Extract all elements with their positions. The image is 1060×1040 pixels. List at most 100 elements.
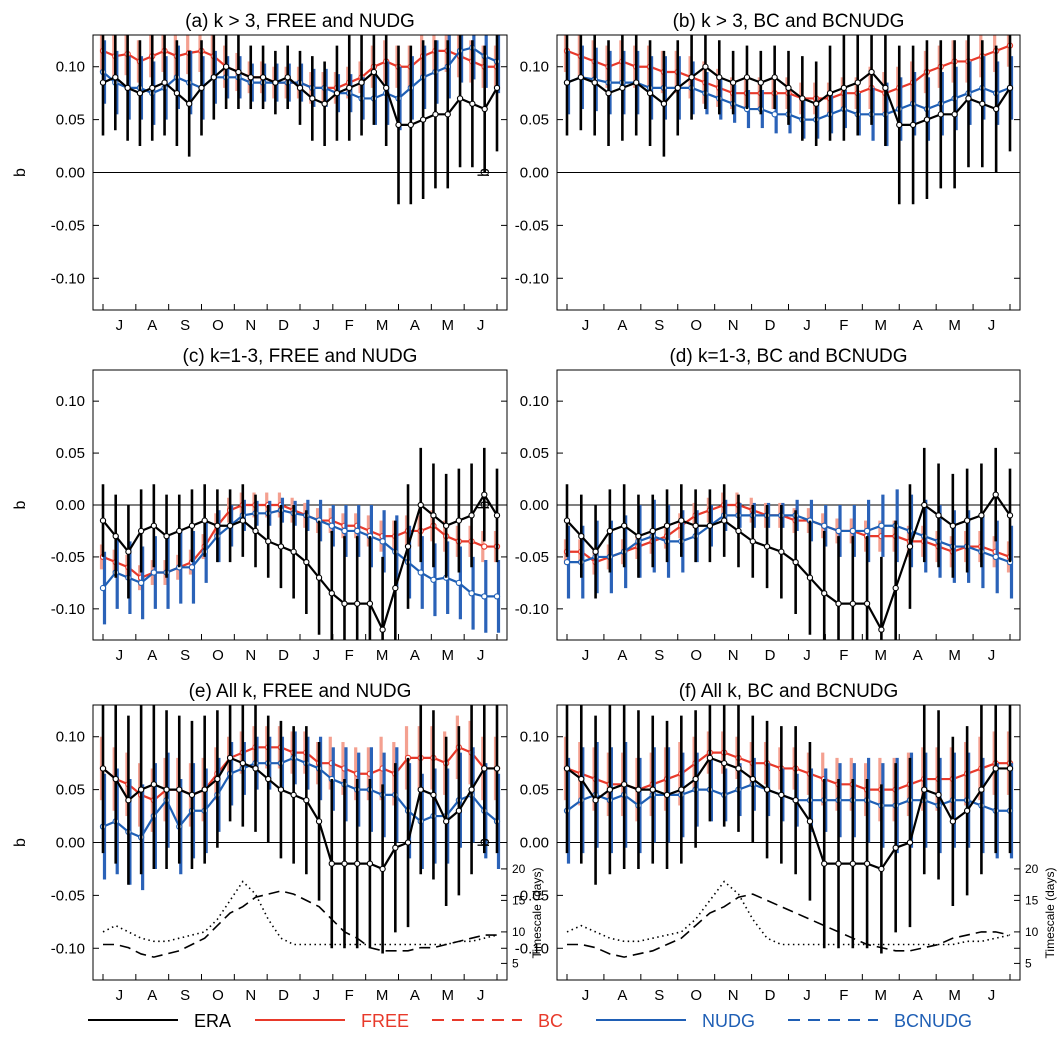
y-tick-label: 0.05: [56, 112, 85, 129]
timescale-tick-label: 10: [1025, 925, 1039, 939]
plot-frame: [92, 34, 508, 311]
data-point: [346, 84, 353, 92]
x-tick-label: A: [410, 647, 420, 664]
data-point: [176, 527, 183, 535]
x-tick-label: N: [728, 647, 739, 664]
x-tick-label: M: [442, 317, 455, 334]
data-point: [354, 860, 361, 867]
x-tick-label: J: [988, 647, 996, 664]
data-point: [935, 791, 942, 799]
panel-title: (f) All k, BC and BCNUDG: [679, 681, 899, 702]
legend: ERA FREE BC NUDG BCNUDG: [88, 1011, 972, 1031]
data-point: [252, 527, 259, 535]
data-point: [407, 121, 414, 129]
data-point: [284, 74, 291, 81]
data-point: [826, 90, 834, 97]
timescale-tick-label: 5: [512, 956, 519, 970]
x-tick-label: O: [690, 317, 702, 334]
x-tick-label: D: [765, 647, 776, 664]
data-point: [188, 522, 196, 529]
data-point: [979, 100, 986, 107]
x-tick-label: A: [147, 647, 157, 664]
data-point: [792, 797, 799, 804]
y-tick-label: 0.00: [520, 497, 549, 514]
data-point: [702, 63, 709, 70]
x-tick-label: J: [313, 647, 321, 664]
data-point: [635, 786, 642, 793]
data-point: [863, 860, 871, 867]
series-free: [99, 492, 501, 591]
series-line: [567, 514, 1011, 564]
data-point: [735, 765, 742, 772]
data-point: [878, 865, 885, 873]
data-point: [290, 791, 297, 799]
data-point: [735, 527, 742, 535]
data-point: [799, 95, 806, 102]
data-point: [432, 111, 439, 118]
data-point: [729, 79, 737, 86]
x-tick-label: F: [839, 317, 848, 334]
data-point: [963, 807, 971, 814]
x-tick-label: A: [913, 987, 923, 1004]
data-point: [921, 786, 928, 793]
x-tick-label: O: [212, 987, 224, 1004]
data-point: [923, 116, 931, 123]
y-tick-label: -0.05: [51, 887, 85, 904]
data-point: [849, 860, 856, 867]
x-tick-label: N: [728, 317, 739, 334]
data-point: [125, 548, 132, 555]
data-point: [577, 74, 584, 81]
data-point: [578, 533, 585, 540]
x-tick-label: J: [582, 317, 590, 334]
x-tick-label: A: [410, 317, 420, 334]
data-point: [863, 600, 871, 607]
data-point: [992, 553, 999, 561]
data-point: [235, 68, 242, 76]
data-point: [493, 765, 501, 772]
x-tick-label: J: [988, 317, 996, 334]
data-point: [578, 775, 585, 783]
data-point: [277, 786, 285, 793]
data-point: [201, 786, 208, 793]
data-point: [813, 100, 820, 107]
data-point: [792, 558, 799, 566]
data-point: [333, 90, 341, 97]
panel-c: (c) k=1-3, FREE and NUDG b 0.10 0.05 0.00 -0.…: [12, 346, 508, 664]
x-tick-label: S: [654, 647, 664, 664]
y-axis-label: b: [12, 838, 29, 847]
data-point: [978, 512, 985, 519]
x-tick-label: D: [765, 987, 776, 1004]
data-point: [563, 558, 571, 566]
data-point: [444, 111, 451, 118]
data-point: [443, 818, 450, 825]
panel-title: (a) k > 3, FREE and NUDG: [185, 11, 415, 32]
series-era: [99, 35, 501, 205]
x-tick-label: S: [180, 317, 190, 334]
x-tick-label: F: [839, 987, 848, 1004]
legend-item-bc: BC: [432, 1011, 563, 1031]
x-tick-label: A: [147, 987, 157, 1004]
data-point: [493, 512, 501, 519]
y-tick-label: 0.10: [56, 59, 85, 76]
x-tick-label: M: [376, 647, 389, 664]
data-point: [239, 760, 246, 767]
data-point: [468, 590, 475, 597]
x-tick-label: M: [875, 987, 888, 1004]
x-tick-label: M: [376, 987, 389, 1004]
data-point: [563, 765, 571, 772]
series-line: [102, 503, 497, 579]
y-tick-label: 0.00: [520, 165, 549, 182]
y-tick-label: -0.10: [51, 601, 85, 618]
x-tick-label: F: [345, 317, 354, 334]
y-tick-label: 0.10: [520, 729, 549, 746]
y-tick-label: 0.00: [56, 497, 85, 514]
timescale-curve: [103, 890, 497, 958]
x-tick-label: J: [116, 317, 124, 334]
y-tick-label: -0.05: [515, 549, 549, 566]
data-point: [592, 548, 599, 555]
data-point: [366, 860, 374, 867]
series-line: [102, 745, 497, 802]
data-point: [835, 600, 842, 607]
legend-item-nudg: NUDG: [596, 1011, 755, 1031]
data-point: [328, 860, 335, 867]
